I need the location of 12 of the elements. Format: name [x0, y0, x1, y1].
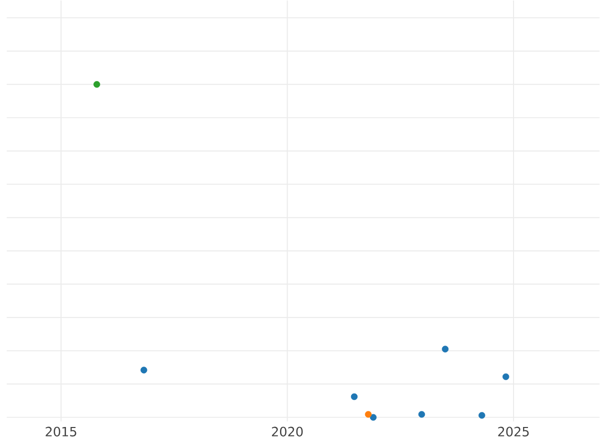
point: [364, 410, 372, 418]
point: [502, 373, 510, 380]
point: [140, 366, 148, 374]
point: [418, 410, 426, 418]
x-tick-label: 2025: [498, 426, 529, 436]
x-tick-label: 2020: [272, 426, 303, 436]
point: [442, 346, 449, 352]
point: [93, 81, 100, 88]
point: [478, 412, 486, 419]
point: [370, 414, 377, 421]
x-tick-label: 2015: [46, 426, 76, 436]
point: [350, 393, 358, 400]
